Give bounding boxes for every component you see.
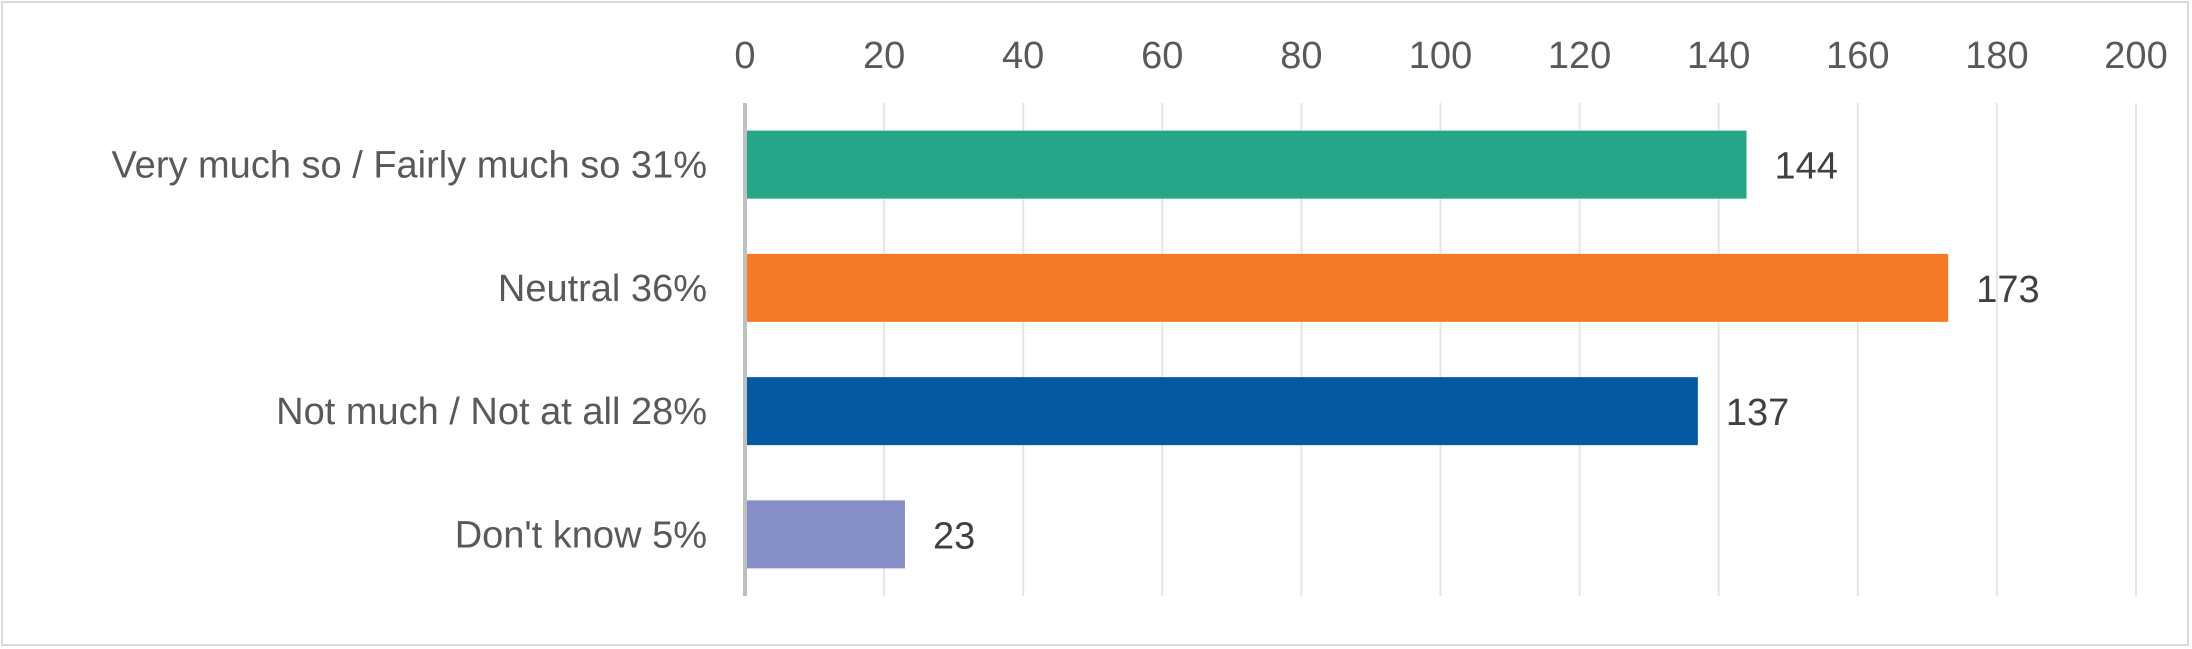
x-tick-label: 160 <box>1826 35 1889 77</box>
bar <box>747 253 1949 322</box>
data-label: 173 <box>1976 269 2039 311</box>
data-label: 144 <box>1775 146 1838 188</box>
x-tick-label: 180 <box>1965 35 2028 77</box>
data-label: 23 <box>933 515 975 557</box>
x-tick-label: 140 <box>1687 35 1750 77</box>
bar <box>747 500 905 569</box>
category-label: Don't know 5% <box>455 514 707 556</box>
x-tick-label: 120 <box>1548 35 1611 77</box>
data-label: 137 <box>1726 392 1789 434</box>
x-axis-tick-labels: 0 20 40 60 80 100 120 140 160 180 200 <box>734 35 2167 77</box>
bar <box>747 377 1698 446</box>
category-label: Very much so / Fairly much so 31% <box>111 145 707 187</box>
x-tick-label: 200 <box>2104 35 2167 77</box>
x-tick-label: 20 <box>863 35 905 77</box>
x-tick-label: 100 <box>1409 35 1472 77</box>
x-tick-label: 60 <box>1141 35 1183 77</box>
data-labels: 144 173 137 23 <box>933 146 2040 558</box>
category-label: Neutral 36% <box>498 268 707 310</box>
bars <box>747 130 1949 569</box>
category-labels: Very much so / Fairly much so 31% Neutral… <box>111 145 707 557</box>
x-tick-label: 0 <box>734 35 755 77</box>
category-label: Not much / Not at all 28% <box>276 391 707 433</box>
x-tick-label: 40 <box>1002 35 1044 77</box>
bar <box>747 130 1747 199</box>
x-tick-label: 80 <box>1280 35 1322 77</box>
